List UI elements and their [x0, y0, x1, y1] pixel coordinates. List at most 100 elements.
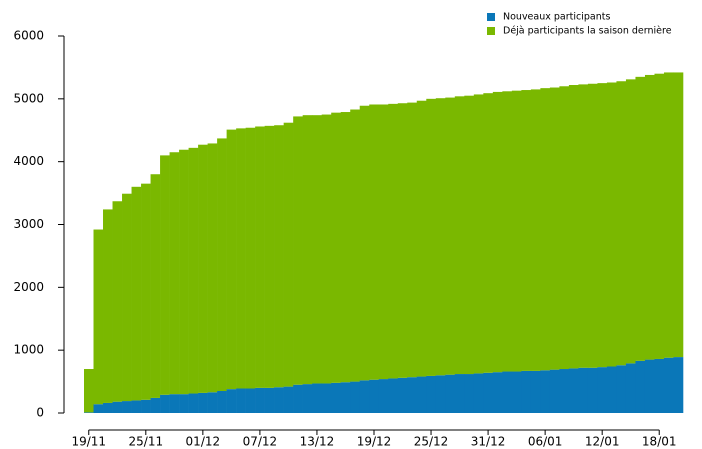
bar-segment [625, 363, 636, 413]
bar-segment [673, 357, 684, 413]
bar-segment [578, 84, 589, 368]
bar-segment [264, 387, 275, 413]
bar-segment [245, 388, 256, 413]
bar-segment [407, 102, 418, 378]
bar-segment [93, 229, 104, 405]
x-tick-label: 19/11 [71, 435, 106, 449]
bar-segment [454, 96, 465, 375]
bar-segment [198, 392, 208, 413]
bar-segment [654, 358, 665, 413]
bar-segment [331, 112, 342, 383]
bar-segment [559, 86, 570, 370]
bar-segment [331, 382, 342, 413]
legend-label: Nouveaux participants [503, 12, 610, 23]
x-tick-label: 19/12 [357, 435, 392, 449]
bar-segment [606, 366, 617, 413]
bar-segment [207, 392, 218, 413]
bar-segment [464, 374, 475, 413]
bar-segment [84, 412, 94, 413]
bar-segment [217, 138, 227, 392]
bar-segment [350, 109, 361, 382]
bar-segment [616, 365, 627, 413]
bar-segment [473, 373, 484, 413]
bar-segment [388, 103, 399, 379]
x-tick-label: 07/12 [243, 435, 278, 449]
bar-segment [635, 360, 646, 413]
legend-label: Déjà participants la saison dernière [503, 26, 672, 37]
legend-swatch [487, 13, 495, 21]
bar-segment [654, 73, 665, 359]
bar-segment [568, 85, 579, 369]
bar-segment [559, 369, 570, 413]
bar-segment [93, 404, 104, 413]
bar-segment [530, 89, 541, 371]
bar-segment [340, 112, 351, 383]
x-tick-label: 13/12 [300, 435, 335, 449]
bar-segment [321, 383, 332, 413]
bar-segment [150, 174, 161, 398]
bar-segment [122, 193, 132, 402]
bar-segment [511, 371, 522, 413]
bar-segment [435, 98, 446, 376]
bar-segment [435, 375, 446, 413]
bar-segment [283, 386, 294, 413]
bar-segment [369, 379, 380, 413]
bar-segment [302, 115, 313, 385]
bar-segment [160, 155, 170, 395]
y-tick-label: 0 [36, 406, 44, 420]
bar-segment [673, 72, 684, 358]
bar-segment [473, 94, 484, 374]
bar-segment [274, 387, 284, 413]
bar-segment [464, 95, 475, 375]
bar-segment [426, 98, 437, 376]
y-tick-label: 3000 [13, 217, 44, 231]
y-tick-label: 6000 [13, 29, 44, 43]
bar-segment [597, 83, 608, 368]
bar-segment [103, 402, 113, 413]
bar-segment [141, 399, 151, 413]
bar-segment [160, 394, 170, 413]
bar-segment [245, 127, 256, 389]
x-tick-label: 12/01 [585, 435, 620, 449]
bar-segment [359, 105, 370, 381]
bar-segment [454, 374, 465, 413]
x-tick-label: 25/11 [129, 435, 164, 449]
bar-segment [407, 377, 418, 413]
bar-segment [283, 122, 294, 387]
bar-segment [502, 371, 513, 413]
bar-segment [350, 381, 361, 413]
bar-segment [179, 394, 189, 413]
bar-segment [606, 82, 617, 367]
bar-segment [255, 126, 265, 388]
y-tick-label: 1000 [13, 343, 44, 357]
bar-segment [293, 384, 303, 413]
bar-segment [625, 79, 636, 364]
bar-segment [540, 88, 551, 371]
bar-segment [255, 387, 265, 413]
bar-segment [312, 115, 322, 384]
bar-segment [179, 149, 189, 395]
bar-segment [511, 90, 522, 372]
bar-segment [644, 359, 655, 413]
bar-segment [302, 384, 313, 413]
bar-segment [312, 383, 322, 413]
bar-segment [112, 401, 123, 413]
bar-segment [483, 372, 494, 413]
x-tick-label: 31/12 [471, 435, 506, 449]
bar-segment [207, 143, 218, 393]
bar-segment [502, 91, 513, 372]
x-tick-label: 01/12 [186, 435, 221, 449]
bar-segment [597, 367, 608, 413]
bar-segment [635, 76, 646, 361]
bar-segment [426, 375, 437, 413]
bar-segment [369, 104, 380, 380]
bar-segment [416, 376, 427, 413]
bar-segment [549, 369, 560, 413]
bar-segment [416, 100, 427, 377]
bar-segment [378, 379, 389, 413]
bar-segment [188, 393, 199, 413]
bar-segment [217, 391, 227, 413]
bar-segment [644, 74, 655, 360]
bar-segment [340, 382, 351, 413]
